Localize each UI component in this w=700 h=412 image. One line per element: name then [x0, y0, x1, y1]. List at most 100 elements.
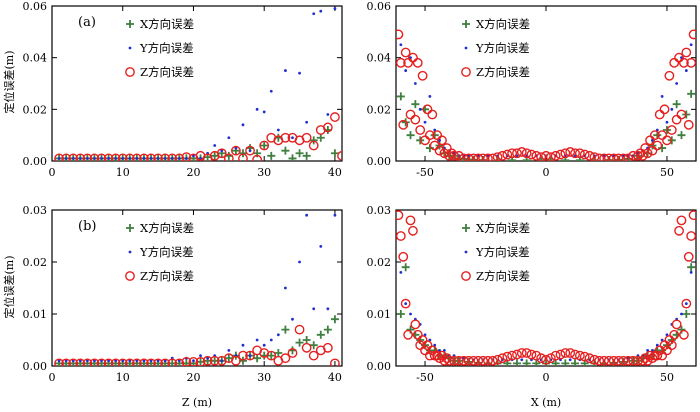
- data-point-circle: [584, 353, 595, 364]
- data-point-dot: [71, 359, 75, 363]
- data-point-circle: [412, 57, 423, 68]
- data-point-circle: [565, 147, 576, 157]
- chart-panel-3: 0.00 0.01 0.02 0.03 0 10 20 30 40 (b) X方向误差 Y方向误差 Z方…: [23, 204, 343, 384]
- data-point-dot: [93, 359, 96, 363]
- data-point-dot: [107, 157, 110, 160]
- data-point-circle: [666, 125, 677, 135]
- x-tick-label: 50: [660, 371, 674, 384]
- data-point-circle: [167, 358, 178, 366]
- data-point-circle: [599, 153, 609, 161]
- plot-frame: [51, 209, 343, 367]
- legend-marker-circle: [125, 67, 135, 77]
- data-point-dot: [149, 359, 153, 363]
- data-point-circle: [594, 355, 605, 366]
- data-point-circle: [640, 353, 651, 364]
- data-point-circle: [570, 349, 580, 360]
- data-point-dot: [255, 338, 259, 342]
- data-point-circle: [174, 358, 185, 366]
- data-point-circle: [652, 140, 663, 151]
- data-points: [396, 29, 696, 161]
- data-point-dot: [142, 359, 146, 363]
- x-tick-label: 40: [328, 166, 342, 179]
- data-point-circle: [550, 150, 561, 161]
- data-point-dot: [269, 89, 273, 93]
- data-point-dot: [234, 146, 238, 150]
- data-point-dot: [114, 157, 118, 160]
- data-point-circle: [301, 342, 312, 353]
- data-point-circle: [545, 152, 556, 161]
- legend-label: Y方向误差: [139, 245, 194, 259]
- data-point-circle: [526, 349, 537, 360]
- chart-panel-1: 0.00 0.02 0.04 0.06 0 10 20 30 40 (a) X方向误差 Y方向误差 Z方…: [23, 0, 343, 179]
- data-point-plus: [416, 336, 425, 344]
- data-point-dot: [71, 157, 75, 160]
- data-point-circle: [458, 355, 469, 366]
- data-point-circle: [647, 145, 658, 156]
- data-point-circle: [322, 342, 333, 353]
- data-point-plus: [687, 263, 696, 272]
- x-tick-label: 0: [49, 166, 56, 179]
- data-point-circle: [683, 251, 694, 262]
- data-point-circle: [437, 350, 447, 361]
- data-point-dot: [255, 107, 259, 111]
- legend-marker-plus: [462, 20, 470, 28]
- data-point-plus: [330, 149, 339, 158]
- chart-panel-4: 0.00 0.01 0.02 0.03 -50 0 50 X方向误差 Y方向误差 Z方向误差: [367, 204, 697, 384]
- legend-label: Z方向误差: [140, 65, 194, 79]
- data-point-dot: [409, 312, 412, 316]
- chart-panel-2: 0.00 0.02 0.04 0.06 -50 0 50 X方向误差 Y方向误差 Z方向误差: [367, 0, 697, 179]
- data-point-plus: [224, 354, 233, 363]
- data-point-circle: [536, 152, 547, 161]
- data-point-plus: [406, 131, 415, 140]
- data-point-dot: [333, 7, 337, 10]
- data-point-plus: [614, 155, 623, 161]
- data-point-dot: [269, 338, 273, 342]
- data-point-circle: [195, 356, 206, 366]
- data-point-plus: [411, 100, 420, 109]
- data-point-circle: [473, 153, 484, 161]
- data-point-dot: [227, 349, 231, 352]
- data-point-circle: [124, 358, 135, 366]
- legend: X方向误差 Y方向误差 Z方向误差: [125, 17, 194, 79]
- data-point-circle: [420, 345, 430, 356]
- data-point-dot: [284, 69, 287, 72]
- data-point-circle: [584, 150, 595, 161]
- data-point-dot: [333, 213, 337, 217]
- data-point-circle: [146, 153, 156, 161]
- data-point-dot: [305, 213, 309, 217]
- data-point-circle: [330, 112, 340, 122]
- data-point-circle: [412, 329, 423, 340]
- data-point-circle: [478, 355, 488, 366]
- data-point-circle: [415, 125, 426, 135]
- data-point-plus: [267, 151, 276, 160]
- data-point-circle: [103, 153, 114, 161]
- data-point-dot: [665, 120, 669, 124]
- data-point-circle: [468, 153, 479, 161]
- data-point-circle: [516, 147, 527, 157]
- data-point-dot: [78, 359, 82, 363]
- series-dot: [399, 43, 693, 158]
- legend-marker-plus: [126, 224, 134, 232]
- data-point-circle: [560, 348, 571, 358]
- data-point-circle: [75, 153, 86, 161]
- data-point-circle: [124, 153, 135, 161]
- series-dot: [399, 271, 693, 362]
- legend-marker-plus: [462, 224, 470, 232]
- data-point-dot: [284, 286, 287, 290]
- y-tick-label: 0.00: [23, 360, 48, 373]
- legend-marker-dot: [464, 46, 468, 50]
- data-point-dot: [568, 358, 572, 362]
- data-points: [54, 213, 340, 366]
- data-point-circle: [483, 153, 493, 161]
- data-point-plus: [260, 141, 269, 150]
- data-point-dot: [404, 302, 408, 305]
- y-tick-label: 0.06: [23, 0, 48, 13]
- data-point-circle: [483, 355, 493, 366]
- data-point-circle: [613, 355, 624, 366]
- y-tick-label: 0.06: [367, 0, 392, 13]
- data-point-plus: [323, 325, 332, 334]
- y-tick-label: 0.02: [367, 256, 392, 269]
- data-point-circle: [110, 358, 121, 366]
- data-point-dot: [319, 245, 323, 248]
- data-point-circle: [637, 355, 648, 366]
